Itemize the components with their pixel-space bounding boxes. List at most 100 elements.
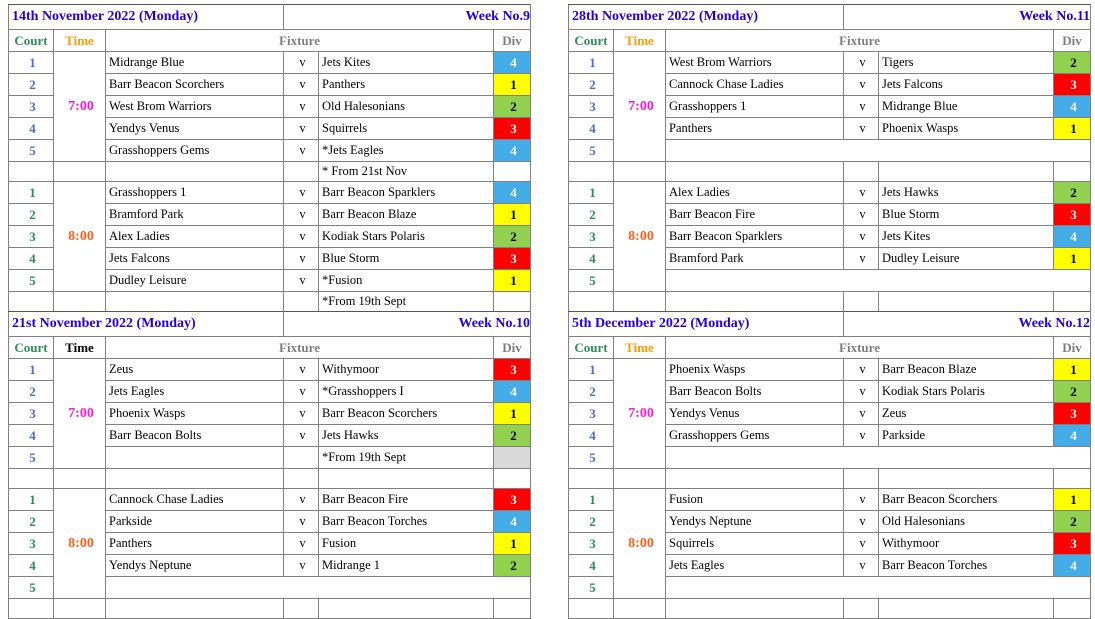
court-number: 3 [568, 532, 614, 555]
fixture-row: 4 Barr Beacon Bolts v Jets Hawks 2 [8, 424, 532, 447]
note-spacer-home [664, 468, 845, 489]
court-number: 3 [568, 402, 614, 425]
away-team: Fusion [318, 532, 495, 555]
versus-label: v [843, 424, 880, 447]
note-spacer-court [568, 598, 614, 619]
note-spacer-home [664, 291, 845, 312]
home-team: Barr Beacon Fire [664, 203, 845, 226]
division-badge: 2 [1053, 181, 1092, 204]
note-spacer-vs [283, 598, 320, 619]
note-spacer-court [568, 161, 614, 182]
versus-label: v [843, 247, 880, 270]
note-spacer-time [613, 161, 666, 182]
versus-label: v [283, 139, 320, 162]
versus-label: v [843, 51, 880, 74]
court-number: 1 [568, 488, 614, 511]
week-number-label: Week No.9 [283, 4, 532, 30]
block-note-row [8, 598, 532, 619]
week-schedule-table: 5th December 2022 (Monday) Week No.12 Cour… [567, 311, 1092, 619]
division-badge: 2 [493, 424, 532, 447]
block-note-row: * From 21st Nov [8, 161, 532, 182]
fixture-row: 1 7:00 Zeus v Withymoor 3 [8, 358, 532, 469]
court-number: 4 [568, 247, 614, 270]
division-badge: 1 [1053, 247, 1092, 270]
block-note-row [568, 161, 1092, 182]
home-team: Panthers [104, 532, 285, 555]
home-team: Grasshoppers 1 [104, 181, 285, 204]
versus-label: v [843, 181, 880, 204]
fixture-row: 2 Parkside v Barr Beacon Torches 4 [8, 510, 532, 533]
column-header-row: Court Time Fixture Div [568, 336, 1092, 359]
away-team: Barr Beacon Torches [878, 554, 1055, 577]
fixture-note: *From 19th Sept [318, 446, 495, 469]
block-note [878, 598, 1055, 619]
home-team: Yendys Venus [104, 117, 285, 140]
court-number: 4 [568, 117, 614, 140]
division-badge: 1 [493, 203, 532, 226]
block-note-row [568, 468, 1092, 489]
week-schedule-table: 28th November 2022 (Monday) Week No.11 Cou… [567, 4, 1092, 312]
note-spacer-vs [843, 291, 880, 312]
note-spacer-time [53, 161, 106, 182]
away-team: Blue Storm [878, 203, 1055, 226]
versus-label: v [843, 73, 880, 96]
block-note [878, 468, 1055, 489]
home-team: Barr Beacon Scorchers [104, 73, 285, 96]
court-number: 5 [568, 269, 614, 292]
week-title-row: 5th December 2022 (Monday) Week No.12 [567, 311, 1092, 337]
home-team: Parkside [104, 510, 285, 533]
block-note [878, 291, 1055, 312]
column-header-time: Time [53, 336, 106, 359]
division-badge: 2 [493, 554, 532, 577]
fixture-row: 3 Grasshoppers 1 v Midrange Blue 4 [568, 95, 1092, 118]
division-badge: 3 [1053, 402, 1092, 425]
away-team: *Grasshoppers I [318, 380, 495, 403]
division-badge: 4 [1053, 95, 1092, 118]
division-badge: 1 [493, 73, 532, 96]
court-number: 1 [568, 181, 614, 204]
block-note-row [568, 598, 1092, 619]
fixture-row: 1 7:00 Phoenix Wasps v Barr Beacon Blaze 1 [568, 358, 1092, 469]
fixture-row: 5 *From 19th Sept [8, 446, 532, 469]
division-badge: 3 [493, 117, 532, 140]
column-header-court: Court [8, 336, 54, 359]
division-badge: 4 [1053, 225, 1092, 248]
division-badge: 2 [1053, 51, 1092, 74]
column-header-court: Court [568, 336, 614, 359]
note-spacer-home [104, 161, 285, 182]
versus-label: v [283, 181, 320, 204]
fixture-row: 5 Grasshoppers Gems v *Jets Eagles 4 [8, 139, 532, 162]
note-spacer-time [53, 598, 106, 619]
home-team: Yendys Venus [664, 402, 845, 425]
versus-label: v [283, 225, 320, 248]
week-table-week11: 28th November 2022 (Monday) Week No.11 Cou… [567, 4, 1092, 312]
division-badge: 1 [493, 532, 532, 555]
versus-label: v [843, 488, 880, 511]
away-team: Barr Beacon Sparklers [318, 181, 495, 204]
home-team: Phoenix Wasps [664, 358, 845, 381]
fixture-row: 5 Dudley Leisure v *Fusion 1 [8, 269, 532, 292]
fixture-row: 4 Grasshoppers Gems v Parkside 4 [568, 424, 1092, 447]
note-spacer-vs [843, 598, 880, 619]
block-note-row [8, 468, 532, 489]
away-team: Midrange 1 [318, 554, 495, 577]
division-badge: 3 [493, 358, 532, 381]
court-number: 1 [568, 51, 614, 74]
court-number: 5 [8, 576, 54, 599]
fixture-row: 4 Bramford Park v Dudley Leisure 1 [568, 247, 1092, 270]
shaded-empty-fixture [664, 446, 1092, 469]
versus-label: v [843, 554, 880, 577]
division-badge: 1 [1053, 358, 1092, 381]
fixture-row: 2 Barr Beacon Bolts v Kodiak Stars Polaris 2 [568, 380, 1092, 403]
away-team: Jets Kites [318, 51, 495, 74]
block-note-row: *From 19th Sept [8, 291, 532, 312]
column-header-fixture: Fixture [664, 336, 1055, 359]
fixture-row: 1 8:00 Fusion v Barr Beacon Scorchers 1 [568, 488, 1092, 599]
division-badge: 2 [1053, 380, 1092, 403]
column-header-row: Court Time Fixture Div [8, 29, 532, 52]
column-header-div: Div [493, 29, 532, 52]
week-title-row: 21st November 2022 (Monday) Week No.10 [7, 311, 532, 337]
home-team: Yendys Neptune [104, 554, 285, 577]
fixture-row: 4 Yendys Venus v Squirrels 3 [8, 117, 532, 140]
